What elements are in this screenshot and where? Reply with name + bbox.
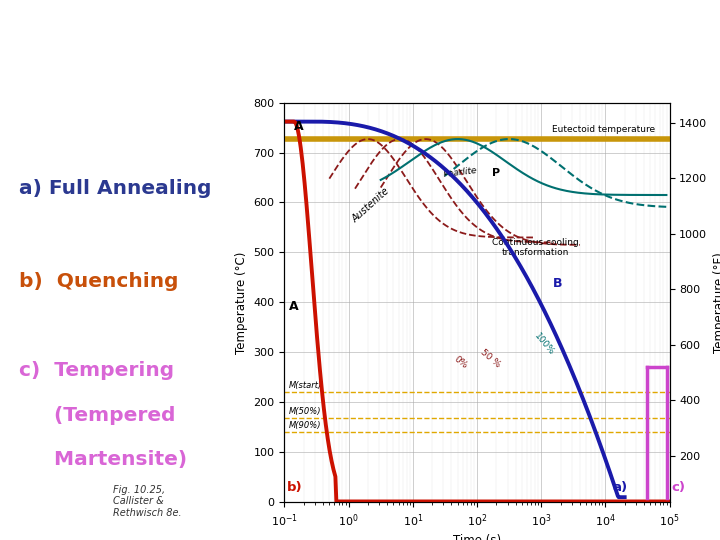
- Text: Austenite: Austenite: [350, 186, 391, 224]
- Text: M(start): M(start): [288, 381, 322, 390]
- Text: P: P: [492, 168, 500, 178]
- Text: (Tempered: (Tempered: [19, 406, 176, 425]
- Text: Continuous cooling
transformation: Continuous cooling transformation: [492, 238, 578, 257]
- Text: Heat treatment
temperature-time paths: Heat treatment temperature-time paths: [205, 12, 601, 73]
- Text: Ü: Ü: [43, 24, 58, 42]
- Text: M(90%): M(90%): [288, 421, 321, 430]
- Text: Pearlite: Pearlite: [443, 166, 478, 179]
- Y-axis label: Temperature (°F): Temperature (°F): [713, 252, 720, 353]
- Text: South Australia: South Australia: [21, 94, 80, 104]
- Text: c): c): [671, 481, 685, 494]
- Text: a): a): [613, 481, 628, 494]
- Text: B: B: [552, 278, 562, 291]
- Text: c)  Tempering: c) Tempering: [19, 361, 174, 380]
- Text: a) Full Annealing: a) Full Annealing: [19, 179, 212, 198]
- X-axis label: Time (s): Time (s): [453, 534, 501, 540]
- Text: Fig. 10.25,
Callister &
Rethwisch 8e.: Fig. 10.25, Callister & Rethwisch 8e.: [114, 484, 182, 518]
- Text: A: A: [294, 120, 303, 133]
- Text: ENR116 – Mod. 3- Slide No. 14: ENR116 – Mod. 3- Slide No. 14: [569, 10, 716, 19]
- Text: b): b): [287, 481, 302, 494]
- Text: 50 %: 50 %: [478, 348, 502, 369]
- Text: University of: University of: [26, 79, 75, 87]
- Text: 0%: 0%: [452, 354, 469, 370]
- Text: b)  Quenching: b) Quenching: [19, 272, 179, 291]
- Text: A: A: [289, 300, 299, 313]
- Text: Eutectoid temperature: Eutectoid temperature: [552, 125, 655, 134]
- Text: M(50%): M(50%): [288, 407, 321, 416]
- Text: Martensite): Martensite): [19, 450, 187, 469]
- Y-axis label: Temperature (°C): Temperature (°C): [235, 251, 248, 354]
- Text: 100%: 100%: [532, 331, 556, 357]
